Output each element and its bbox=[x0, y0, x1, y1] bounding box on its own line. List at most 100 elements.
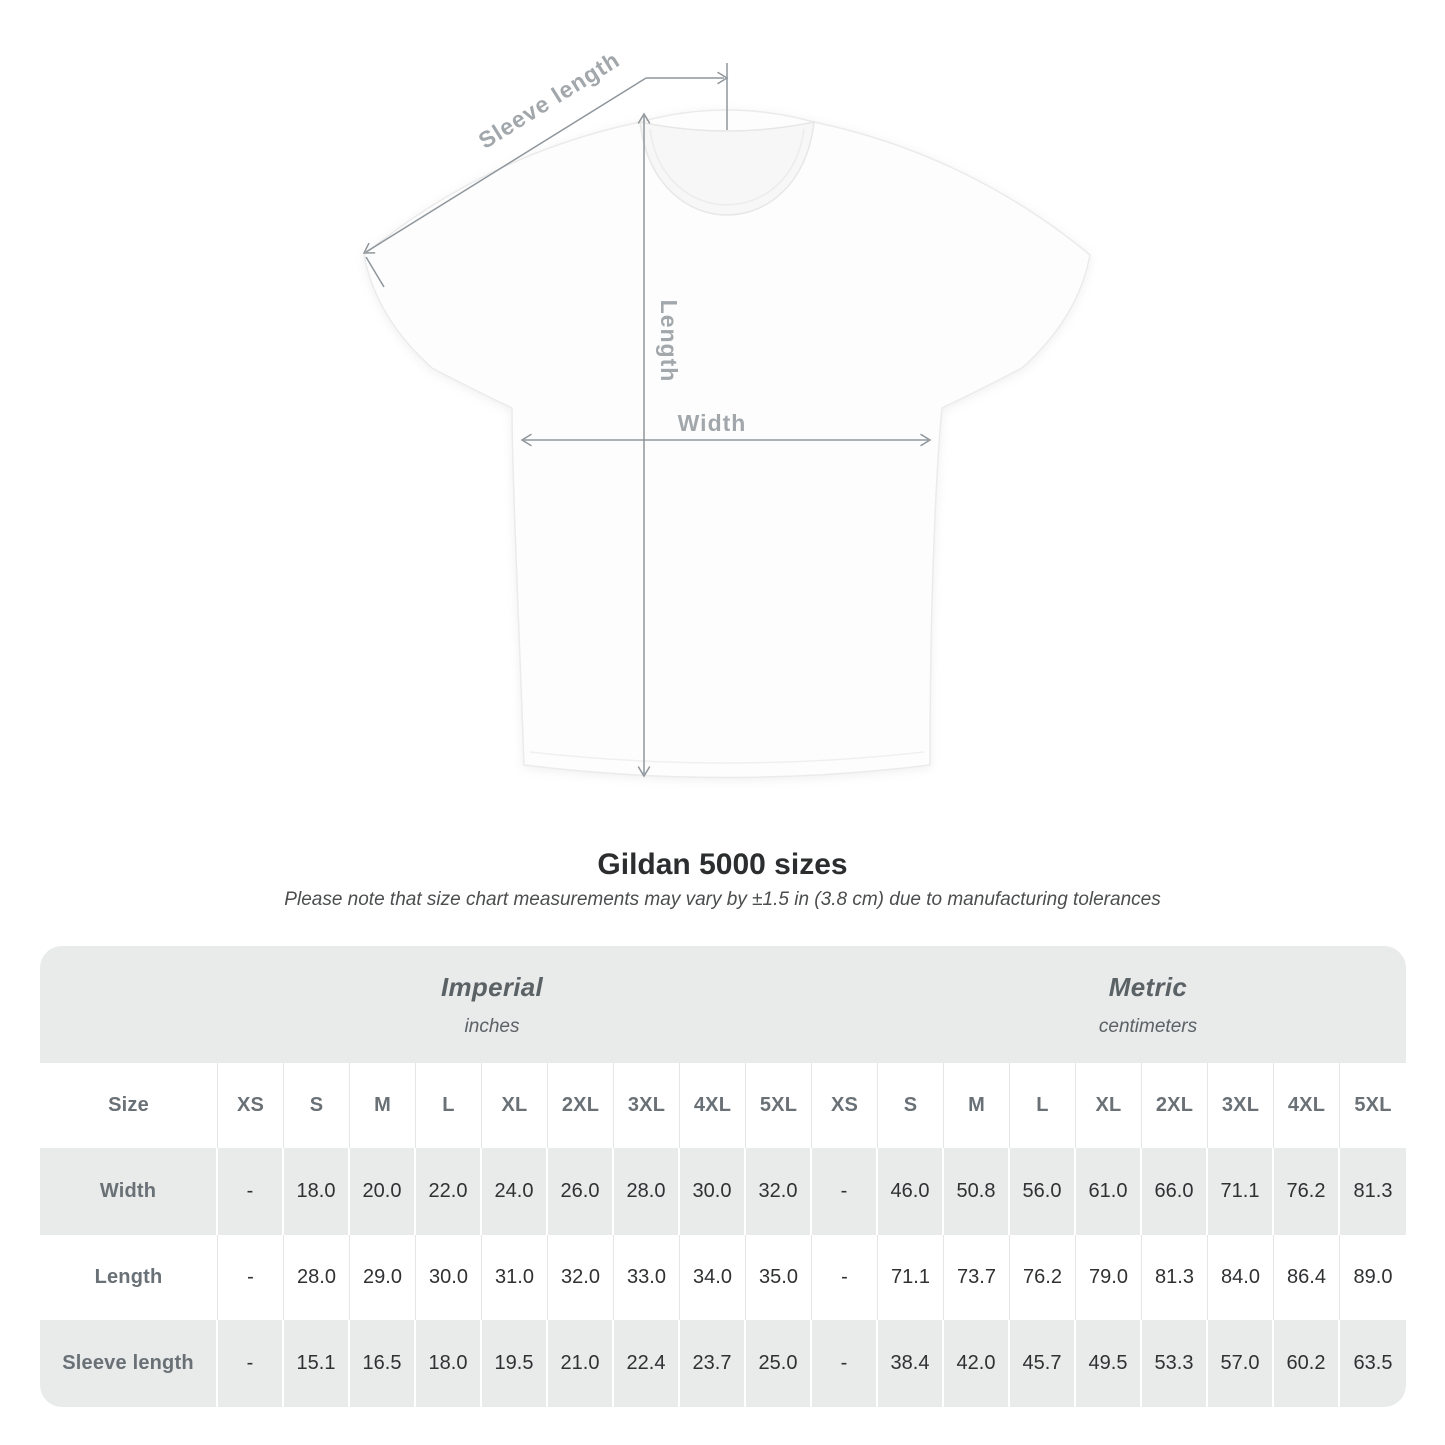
size-chart-table: Imperial inches Metric centimeters Size … bbox=[40, 946, 1406, 1407]
table-cell: 28.0 bbox=[284, 1235, 350, 1320]
sleeve-length-measure-line bbox=[362, 63, 729, 288]
row-label: Sleeve length bbox=[40, 1320, 218, 1407]
table-cell: 15.1 bbox=[284, 1320, 350, 1407]
table-cell: 76.2 bbox=[1010, 1235, 1076, 1320]
size-col-header: M bbox=[944, 1063, 1010, 1148]
size-col-header: 2XL bbox=[1142, 1063, 1208, 1148]
table-cell: 22.4 bbox=[614, 1320, 680, 1407]
size-col-header: XL bbox=[1076, 1063, 1142, 1148]
size-col-header: 4XL bbox=[1274, 1063, 1340, 1148]
table-cell: 42.0 bbox=[944, 1320, 1010, 1407]
imperial-label: Imperial bbox=[440, 971, 544, 1002]
metric-label: Metric bbox=[1108, 971, 1188, 1002]
size-col-header: 5XL bbox=[1354, 1094, 1392, 1116]
table-cell: 30.0 bbox=[680, 1148, 746, 1235]
size-col-header: 5XL bbox=[746, 1063, 812, 1148]
tshirt-measurement-diagram: Sleeve length Length Width bbox=[362, 46, 1091, 779]
table-cell: 86.4 bbox=[1274, 1235, 1340, 1320]
table-cell: 16.5 bbox=[350, 1320, 416, 1407]
table-cell: 18.0 bbox=[416, 1320, 482, 1407]
imperial-unit: inches bbox=[464, 1015, 520, 1037]
size-col-header: 4XL bbox=[680, 1063, 746, 1148]
table-cell: 60.2 bbox=[1274, 1320, 1340, 1407]
table-cell: - bbox=[812, 1320, 878, 1407]
size-col-header: XL bbox=[482, 1063, 548, 1148]
hem-stitch-line bbox=[529, 751, 925, 764]
tshirt-outline bbox=[363, 109, 1091, 779]
unit-group-header: Imperial inches Metric centimeters bbox=[40, 946, 1406, 1063]
table-cell: 49.5 bbox=[1076, 1320, 1142, 1407]
size-header-row: Size XS S M L XL 2XL 3XL 4XL 5XL XS S M … bbox=[40, 1063, 1406, 1148]
width-measure-line bbox=[520, 433, 932, 447]
table-cell: 33.0 bbox=[614, 1235, 680, 1320]
table-cell: 34.0 bbox=[680, 1235, 746, 1320]
table-cell: 25.0 bbox=[746, 1320, 812, 1407]
metric-unit: centimeters bbox=[1098, 1015, 1198, 1037]
table-row-length: Length - 28.0 29.0 30.0 31.0 32.0 33.0 3… bbox=[40, 1235, 1406, 1320]
page-title: Gildan 5000 sizes bbox=[597, 848, 848, 881]
table-cell: 28.0 bbox=[614, 1148, 680, 1235]
table-cell: 45.7 bbox=[1010, 1320, 1076, 1407]
tshirt-diagram-svg: Sleeve length Length Width bbox=[362, 46, 1091, 779]
table-cell: 63.5 bbox=[1340, 1320, 1406, 1407]
row-label: Length bbox=[40, 1235, 218, 1320]
size-tolerance-note: Please note that size chart measurements… bbox=[284, 889, 1161, 910]
table-cell: 30.0 bbox=[416, 1235, 482, 1320]
table-cell: 53.3 bbox=[1142, 1320, 1208, 1407]
table-cell: 23.7 bbox=[680, 1320, 746, 1407]
table-cell: 73.7 bbox=[944, 1235, 1010, 1320]
table-cell: 31.0 bbox=[482, 1235, 548, 1320]
table-cell: - bbox=[812, 1148, 878, 1235]
table-cell: 71.1 bbox=[878, 1235, 944, 1320]
table-cell: 61.0 bbox=[1076, 1148, 1142, 1235]
table-cell: 46.0 bbox=[878, 1148, 944, 1235]
table-cell: 81.3 bbox=[1142, 1235, 1208, 1320]
length-label: Length bbox=[656, 300, 682, 383]
row-label: Width bbox=[40, 1148, 218, 1235]
size-corner-label: Size bbox=[40, 1063, 218, 1148]
metric-group-header: Metric centimeters bbox=[1099, 946, 1197, 1063]
table-cell: 56.0 bbox=[1010, 1148, 1076, 1235]
size-col-header: S bbox=[284, 1063, 350, 1148]
table-cell: 19.5 bbox=[482, 1320, 548, 1407]
table-cell: - bbox=[218, 1148, 284, 1235]
table-cell: 22.0 bbox=[416, 1148, 482, 1235]
table-cell: 79.0 bbox=[1076, 1235, 1142, 1320]
table-cell: 38.4 bbox=[878, 1320, 944, 1407]
table-cell: 32.0 bbox=[746, 1148, 812, 1235]
table-cell: 26.0 bbox=[548, 1148, 614, 1235]
table-cell: 18.0 bbox=[284, 1148, 350, 1235]
width-label: Width bbox=[678, 410, 747, 436]
table-row-sleeve-length: Sleeve length - 15.1 16.5 18.0 19.5 21.0… bbox=[40, 1320, 1406, 1407]
table-cell: - bbox=[218, 1235, 284, 1320]
table-row-width: Width - 18.0 20.0 22.0 24.0 26.0 28.0 30… bbox=[40, 1148, 1406, 1235]
table-cell: 57.0 bbox=[1208, 1320, 1274, 1407]
table-cell: 29.0 bbox=[350, 1235, 416, 1320]
table-cell: 24.0 bbox=[482, 1148, 548, 1235]
size-col-header: S bbox=[878, 1063, 944, 1148]
imperial-group-header: Imperial inches bbox=[441, 946, 543, 1063]
table-cell: 66.0 bbox=[1142, 1148, 1208, 1235]
size-col-header: 2XL bbox=[548, 1063, 614, 1148]
table-cell: 89.0 bbox=[1353, 1266, 1393, 1288]
size-col-header: L bbox=[1010, 1063, 1076, 1148]
size-col-header: M bbox=[350, 1063, 416, 1148]
table-cell: 71.1 bbox=[1208, 1148, 1274, 1235]
size-col-header: XS bbox=[812, 1063, 878, 1148]
table-cell: 84.0 bbox=[1208, 1235, 1274, 1320]
table-cell: 20.0 bbox=[350, 1148, 416, 1235]
size-col-header: 3XL bbox=[1208, 1063, 1274, 1148]
title-block: Gildan 5000 sizes Please note that size … bbox=[0, 848, 1445, 912]
table-cell: 81.3 bbox=[1340, 1148, 1406, 1235]
table-cell: 35.0 bbox=[746, 1235, 812, 1320]
size-col-header: 3XL bbox=[614, 1063, 680, 1148]
table-cell: - bbox=[218, 1320, 284, 1407]
table-cell: 50.8 bbox=[944, 1148, 1010, 1235]
table-cell: - bbox=[812, 1235, 878, 1320]
size-col-header: L bbox=[416, 1063, 482, 1148]
length-measure-line bbox=[637, 112, 651, 778]
table-cell: 21.0 bbox=[548, 1320, 614, 1407]
collar-rib-line bbox=[649, 128, 805, 206]
table-cell: 76.2 bbox=[1274, 1148, 1340, 1235]
table-cell: 32.0 bbox=[548, 1235, 614, 1320]
